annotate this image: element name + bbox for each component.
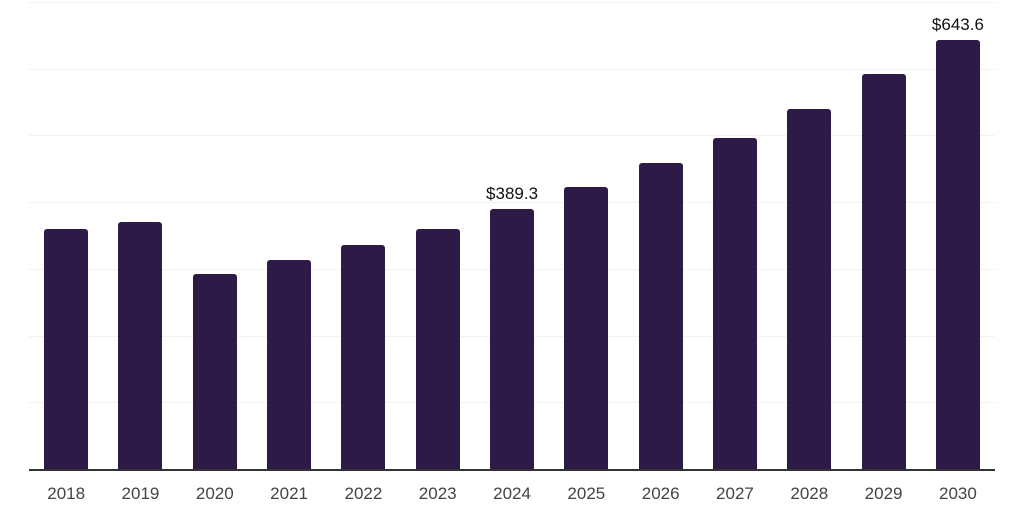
bar-slot-2024: $389.3 (475, 2, 549, 469)
x-tick-label-2030: 2030 (938, 484, 977, 503)
x-tick-label-2026: 2026 (641, 484, 680, 503)
x-tick-label-2018: 2018 (47, 484, 86, 503)
bar-2018 (44, 228, 89, 469)
x-tick-label-2028: 2028 (790, 484, 829, 503)
bar-2029 (861, 74, 906, 469)
x-axis-tick-labels: 2018 2019 2020 2021 2022 2023 2024 2025 2026 2027… (29, 485, 995, 502)
bar-slot-2028 (772, 2, 846, 469)
bar-slot-2030: $643.6 (921, 2, 995, 469)
x-tick-label-2021: 2021 (270, 484, 308, 503)
bar-2030 (935, 39, 980, 469)
bar-slot-2022 (326, 2, 400, 469)
x-tick-label-2023: 2023 (418, 484, 457, 503)
x-tick-label-2020: 2020 (195, 484, 234, 503)
x-tick-label-2025: 2025 (567, 484, 606, 503)
bar-slot-2025 (549, 2, 623, 469)
bar-slot-2021 (252, 2, 326, 469)
x-tick-label-2024: 2024 (493, 484, 531, 503)
bars-group: $389.3 $643.6 (29, 2, 995, 469)
gridline-500 (29, 135, 995, 137)
bar-slot-2027 (698, 2, 772, 469)
bar-2023 (415, 228, 460, 469)
bar-2020 (192, 273, 237, 469)
bar-slot-2023 (401, 2, 475, 469)
bar-2024 (490, 209, 535, 469)
gridline-600 (29, 68, 995, 70)
bar-slot-2018 (29, 2, 103, 469)
x-tick-label-2022: 2022 (344, 484, 383, 503)
bar-2027 (712, 138, 757, 469)
bar-slot-2020 (178, 2, 252, 469)
x-tick-label-2019: 2019 (121, 484, 160, 503)
plot-area: $389.3 $643.6 (29, 2, 995, 469)
bar-2028 (787, 108, 832, 469)
x-axis-line (29, 469, 995, 471)
gridline-700 (29, 2, 995, 3)
bar-2022 (341, 244, 386, 469)
x-tick-label-2029: 2029 (864, 484, 903, 503)
bar-slot-2026 (624, 2, 698, 469)
gridline-400 (29, 202, 995, 204)
bar-2025 (564, 186, 609, 469)
bar-slot-2029 (846, 2, 920, 469)
bar-value-label-2024: $389.3 (486, 184, 539, 204)
bar-value-label-2030: $643.6 (931, 14, 984, 34)
bar-2026 (638, 162, 683, 469)
bar-slot-2019 (103, 2, 177, 469)
bar-2021 (267, 259, 312, 469)
bar-2019 (118, 222, 163, 469)
x-tick-label-2027: 2027 (716, 484, 754, 503)
